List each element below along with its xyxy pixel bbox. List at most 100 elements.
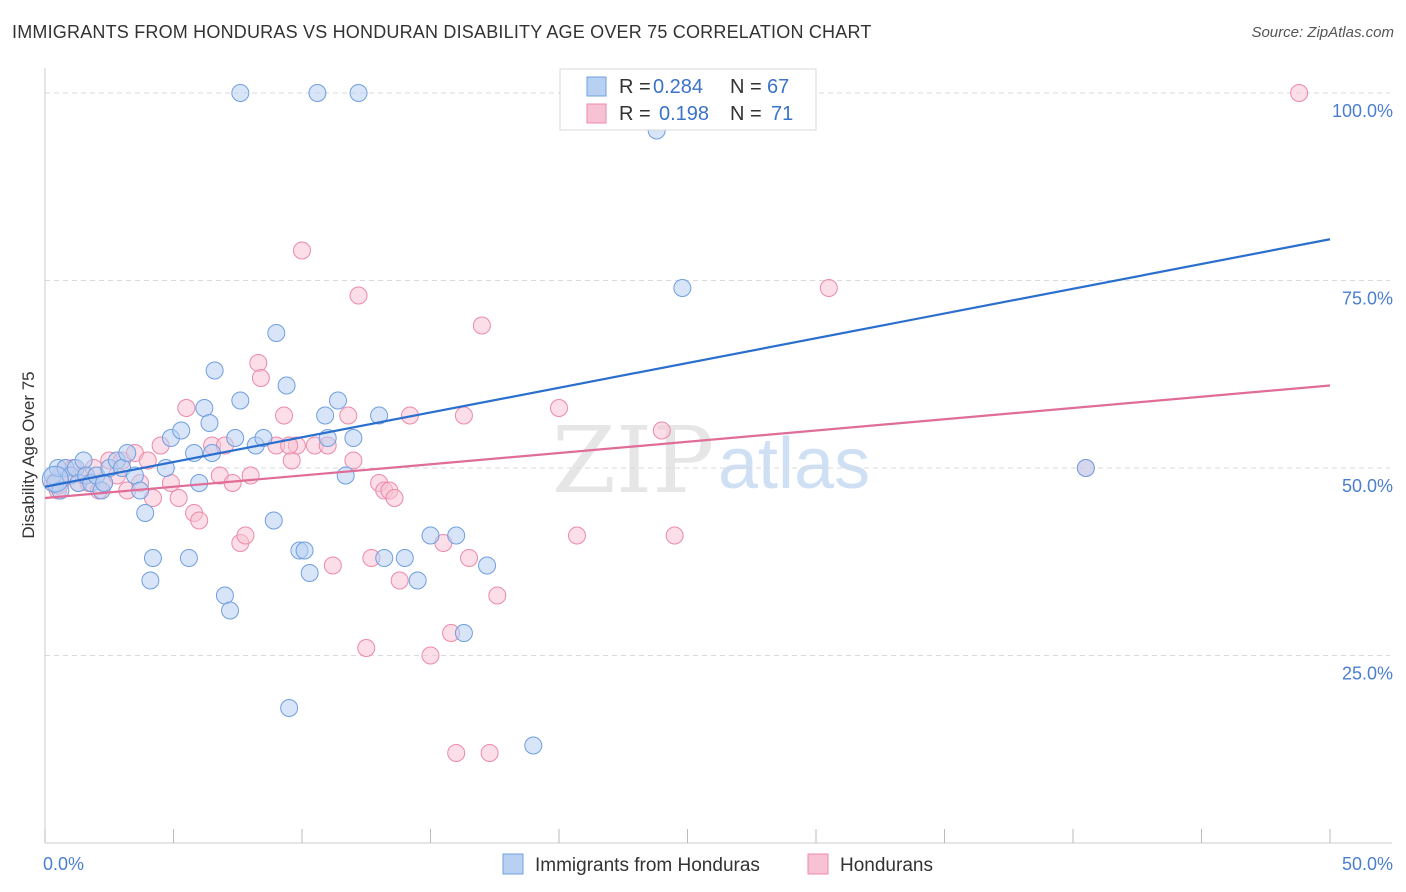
- legend-n-label-2: N =: [730, 103, 762, 125]
- data-point-immigrants: [118, 444, 137, 462]
- data-point-immigrants: [344, 429, 363, 447]
- data-point-immigrants: [172, 421, 191, 440]
- data-point-immigrants: [143, 549, 162, 567]
- watermark-zip: ZIP: [552, 407, 714, 514]
- bottom-legend-swatch-blue: [502, 853, 524, 875]
- data-point-immigrants: [267, 324, 286, 342]
- data-point-immigrants: [295, 541, 314, 560]
- axes: [44, 68, 1392, 844]
- data-point-hondurans: [275, 406, 294, 425]
- data-point-immigrants: [136, 504, 155, 522]
- data-point-immigrants: [231, 391, 250, 410]
- data-point-hondurans: [550, 399, 568, 417]
- x-tick-labels: 0.0% 50.0%: [43, 854, 1393, 874]
- data-point-hondurans: [349, 286, 368, 305]
- data-point-immigrants: [375, 549, 394, 567]
- bottom-legend: Immigrants from Honduras Hondurans: [502, 853, 933, 876]
- data-point-hondurans: [138, 451, 157, 470]
- trend-lines: [44, 238, 1331, 500]
- data-point-hondurans: [323, 556, 342, 575]
- y-axis-title: Disability Age Over 75: [19, 371, 38, 538]
- x-tick-label-end: 50.0%: [1342, 854, 1393, 874]
- data-point-hondurans: [421, 646, 440, 665]
- data-point-immigrants: [308, 84, 327, 102]
- data-point-immigrants: [300, 564, 319, 582]
- data-point-immigrants: [277, 376, 296, 395]
- data-point-hondurans: [161, 474, 180, 492]
- data-point-immigrants: [141, 571, 160, 590]
- data-point-hondurans: [460, 549, 479, 567]
- data-point-immigrants: [231, 84, 250, 102]
- data-point-immigrants: [51, 481, 70, 500]
- data-point-hondurans: [293, 241, 311, 260]
- data-point-hondurans: [169, 489, 188, 507]
- data-point-hondurans: [819, 279, 838, 297]
- data-point-immigrants: [524, 736, 543, 755]
- source-credit: Source: ZipAtlas.com: [1251, 24, 1394, 41]
- grid-lines: [45, 92, 1390, 656]
- y-tick-label: 25.0%: [1342, 664, 1393, 684]
- data-point-immigrants: [421, 526, 440, 545]
- legend-n-value-2: 71: [771, 103, 793, 125]
- data-point-immigrants: [195, 399, 214, 417]
- data-point-immigrants: [264, 511, 283, 530]
- data-point-hondurans: [488, 586, 507, 605]
- data-point-immigrants: [280, 699, 299, 717]
- legend-swatch-blue: [586, 76, 607, 97]
- data-point-hondurans: [249, 354, 268, 372]
- bottom-legend-swatch-hondurans: [807, 853, 829, 875]
- legend-r-label-2: R =: [619, 103, 651, 125]
- legend-r-value-1: 0.284: [653, 76, 703, 98]
- data-point-hondurans: [454, 406, 473, 425]
- data-point-immigrants: [395, 549, 414, 567]
- data-point-immigrants: [673, 279, 692, 297]
- data-point-hondurans: [357, 639, 376, 657]
- chart-title: IMMIGRANTS FROM HONDURAS VS HONDURAN DIS…: [12, 22, 872, 42]
- legend-r-value-2: 0.198: [659, 103, 709, 125]
- data-point-hondurans: [385, 489, 404, 507]
- data-point-hondurans: [1290, 84, 1309, 102]
- data-point-immigrants: [254, 429, 273, 447]
- y-tick-labels: 25.0% 50.0% 75.0% 100.0%: [1332, 101, 1393, 684]
- data-point-hondurans: [177, 399, 196, 417]
- data-point-immigrants: [215, 586, 234, 605]
- data-point-immigrants: [408, 571, 427, 590]
- trend-line-immigrants: [44, 238, 1331, 488]
- data-point-hondurans: [282, 451, 301, 470]
- data-point-hondurans: [472, 316, 491, 335]
- data-point-hondurans: [652, 421, 671, 440]
- data-point-immigrants: [179, 549, 198, 567]
- data-point-hondurans: [665, 526, 684, 545]
- data-point-immigrants: [370, 406, 389, 425]
- data-point-hondurans: [190, 511, 209, 530]
- data-point-immigrants: [221, 601, 240, 620]
- bottom-legend-label-immigrants: Immigrants from Honduras: [535, 855, 760, 876]
- data-point-immigrants: [316, 406, 335, 425]
- data-point-hondurans: [339, 406, 358, 425]
- data-point-hondurans: [567, 526, 586, 545]
- data-point-immigrants: [1076, 459, 1095, 477]
- legend-n-value-1: 67: [767, 76, 789, 98]
- data-point-immigrants: [226, 429, 245, 447]
- series-immigrants-points: [41, 84, 1095, 755]
- legend-n-label-1: N =: [730, 76, 762, 98]
- data-point-immigrants: [200, 414, 219, 432]
- data-point-immigrants: [328, 391, 347, 410]
- data-point-immigrants: [454, 624, 473, 642]
- data-point-immigrants: [205, 361, 224, 380]
- y-tick-label: 50.0%: [1342, 476, 1393, 496]
- data-point-immigrants: [447, 526, 466, 545]
- legend-swatch-pink: [586, 103, 607, 124]
- data-point-hondurans: [480, 744, 499, 762]
- trend-line-hondurans: [44, 384, 1331, 500]
- data-point-immigrants: [349, 84, 368, 102]
- bottom-legend-label-hondurans: Hondurans: [840, 855, 933, 876]
- x-tick-label-start: 0.0%: [43, 854, 84, 874]
- y-tick-label: 75.0%: [1342, 289, 1393, 309]
- data-point-hondurans: [251, 369, 270, 387]
- data-point-immigrants-cluster: [41, 465, 69, 493]
- data-point-hondurans: [344, 451, 363, 470]
- top-legend: R = 0.284 N = 67 R = 0.198 N = 71: [559, 68, 817, 131]
- data-point-immigrants: [478, 556, 497, 575]
